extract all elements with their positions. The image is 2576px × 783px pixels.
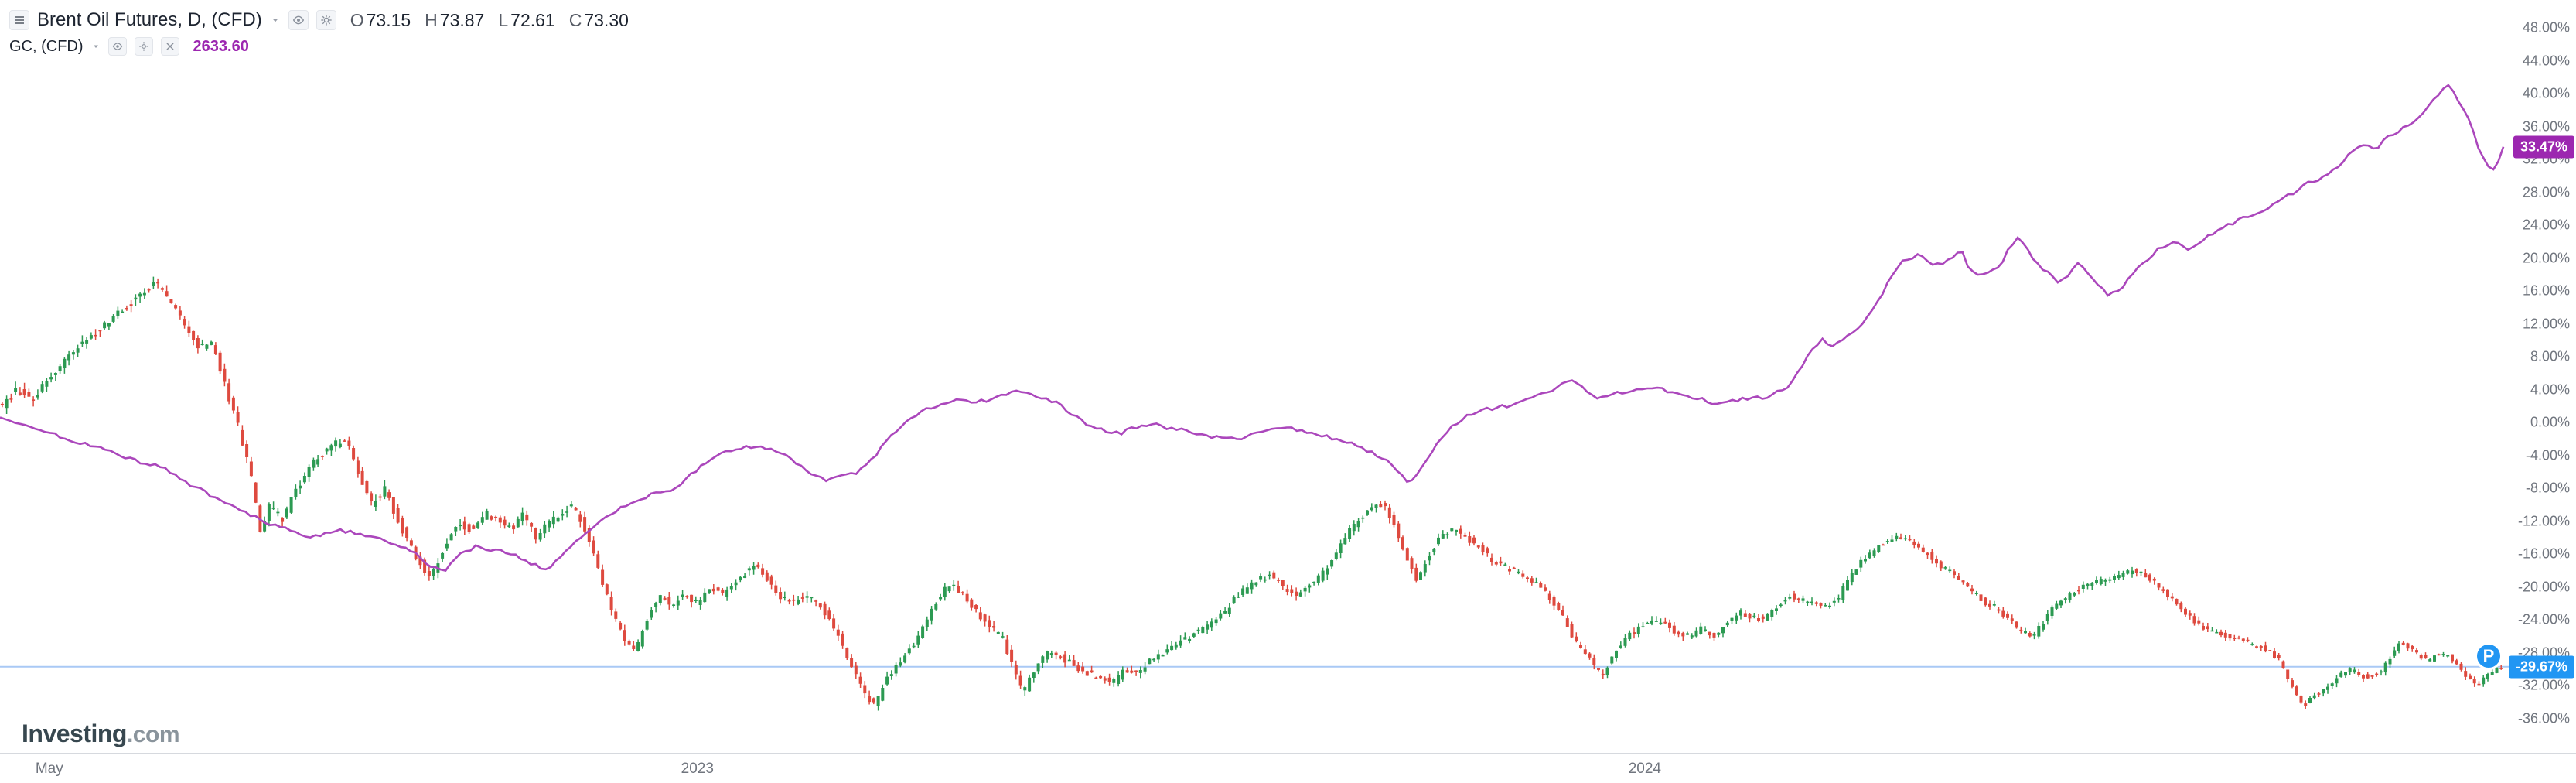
high-value: 73.87: [439, 9, 485, 30]
y-axis-label: 20.00%: [2522, 250, 2570, 266]
y-axis-label: 12.00%: [2522, 316, 2570, 332]
investing-pro-icon[interactable]: P: [2474, 642, 2503, 671]
brent-last-value-badge: -29.67%: [2508, 655, 2574, 679]
chevron-down-icon[interactable]: [91, 42, 101, 51]
main-series-title[interactable]: Brent Oil Futures, D, (CFD): [37, 9, 262, 30]
investing-logo: Investing.com: [22, 720, 180, 748]
brent-candlestick-series: [0, 276, 2503, 711]
low-label: L: [498, 9, 509, 30]
ohlc-readout: O 73.15 H 73.87 L 72.61 C 73.30: [350, 10, 629, 31]
hide-series-button[interactable]: [288, 10, 309, 30]
y-axis-label: 4.00%: [2530, 381, 2570, 398]
chart-legend: Brent Oil Futures, D, (CFD): [9, 9, 629, 56]
hide-series-button[interactable]: [107, 37, 127, 56]
open-value: 73.15: [366, 9, 411, 30]
overlay-series-title[interactable]: GC, (CFD): [9, 37, 84, 55]
gc-line-series: [0, 84, 2505, 572]
high-label: H: [425, 9, 438, 30]
remove-series-button[interactable]: [160, 37, 179, 56]
low-value: 72.61: [510, 9, 555, 30]
overlay-series-legend: GC, (CFD): [9, 37, 629, 56]
y-axis-label: -32.00%: [2517, 677, 2570, 693]
time-axis-separator: [0, 753, 2576, 754]
gear-icon: [321, 15, 332, 26]
y-axis-label: 24.00%: [2522, 217, 2570, 233]
close-icon: [165, 43, 174, 50]
y-axis-label: 28.00%: [2522, 184, 2570, 200]
close-value: 73.30: [584, 9, 629, 30]
open-label: O: [350, 9, 364, 30]
instrument-menu-button[interactable]: [9, 10, 29, 30]
chevron-down-icon[interactable]: [270, 15, 281, 26]
x-axis-label: 2023: [681, 761, 714, 777]
y-axis-label: -20.00%: [2517, 579, 2570, 595]
y-axis-label: 8.00%: [2530, 348, 2570, 364]
logo-main: Investing: [22, 720, 127, 747]
time-scale[interactable]: May 2023 2024: [0, 754, 2576, 783]
y-axis-label: -12.00%: [2517, 513, 2570, 529]
gear-icon: [138, 42, 148, 51]
overlay-series-value: 2633.60: [193, 37, 249, 55]
logo-suffix: .com: [126, 722, 180, 747]
x-axis-label: 2024: [1628, 761, 1662, 777]
x-axis-label: May: [35, 761, 63, 777]
y-axis-label: -36.00%: [2517, 710, 2570, 727]
y-axis-label: -4.00%: [2525, 447, 2570, 463]
y-axis-label: -24.00%: [2517, 611, 2570, 627]
series-settings-button[interactable]: [316, 10, 336, 30]
eye-icon: [112, 43, 122, 50]
y-axis-label: 36.00%: [2522, 118, 2570, 135]
eye-icon: [292, 15, 304, 25]
close-label: C: [568, 9, 582, 30]
y-axis-label: 40.00%: [2522, 85, 2570, 101]
main-series-legend: Brent Oil Futures, D, (CFD): [9, 9, 629, 31]
y-axis-label: 0.00%: [2530, 414, 2570, 430]
y-axis-label: 48.00%: [2522, 19, 2570, 36]
y-axis-label: -16.00%: [2517, 545, 2570, 562]
y-axis-label: 16.00%: [2522, 282, 2570, 299]
y-axis-label: 44.00%: [2522, 53, 2570, 69]
gc-last-value-badge: 33.47%: [2513, 135, 2574, 159]
menu-icon: [15, 16, 24, 24]
price-scale[interactable]: 48.00% 44.00% 40.00% 36.00% 32.00% 28.00% 24.0…: [2508, 0, 2576, 754]
series-settings-button[interactable]: [134, 37, 153, 56]
y-axis-label: -8.00%: [2525, 480, 2570, 496]
